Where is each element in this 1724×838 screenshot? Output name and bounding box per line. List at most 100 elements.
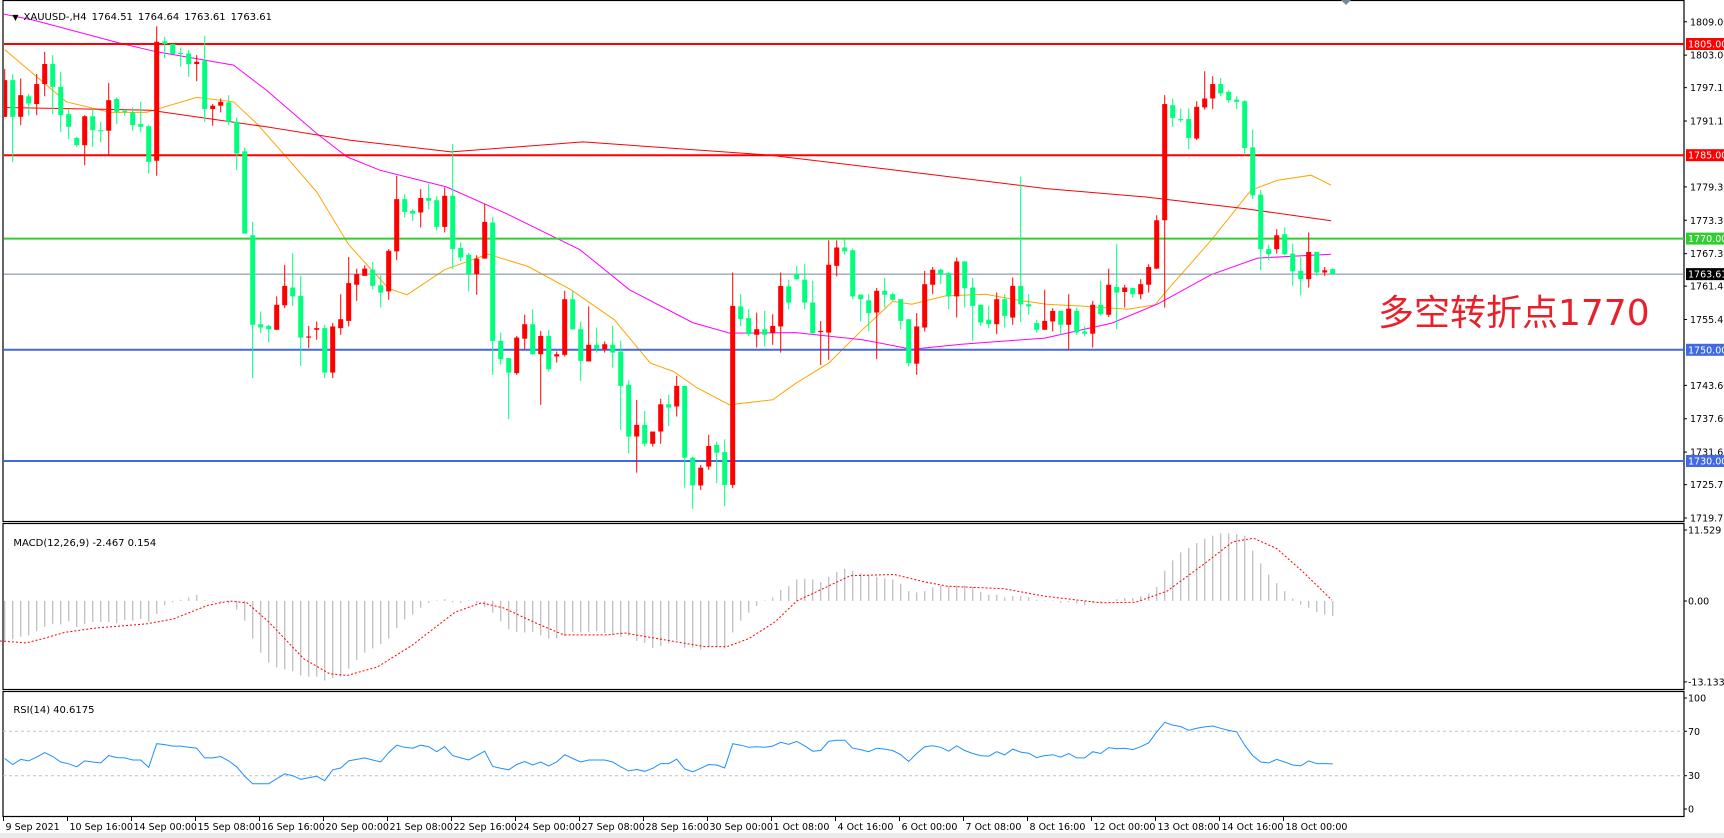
candle-body	[378, 285, 384, 293]
macd-pane[interactable]	[0, 533, 1334, 681]
price-pane[interactable]	[0, 13, 1684, 509]
candle	[730, 272, 736, 489]
price-tick-label: 1743.60	[1690, 381, 1724, 392]
candle	[658, 398, 664, 444]
rsi-line	[4, 721, 1333, 785]
candle-body	[850, 250, 856, 297]
candle-body	[58, 86, 64, 116]
candle-body	[18, 95, 24, 117]
candle-body	[562, 299, 568, 355]
candle	[466, 253, 472, 292]
candle-body	[602, 344, 608, 350]
candle	[754, 312, 760, 348]
candle	[210, 104, 216, 126]
candle-body	[498, 340, 504, 360]
rsi-value: 40.6175	[53, 705, 95, 716]
candle-body	[50, 64, 56, 87]
candle-body	[978, 304, 984, 323]
candle	[1234, 96, 1240, 110]
candle	[1130, 287, 1136, 298]
candle-body	[730, 305, 736, 485]
candle-body	[546, 335, 552, 370]
candle	[202, 35, 208, 122]
candle-body	[170, 44, 176, 55]
candle-body	[250, 235, 256, 325]
macd-signal-line	[0, 537, 1333, 677]
level-price-label: 1785.00	[1688, 151, 1724, 162]
candle-body	[938, 269, 944, 275]
candle	[882, 278, 888, 308]
candle-body	[714, 444, 720, 453]
price-tick-label: 1737.60	[1690, 414, 1724, 425]
level-price-label: 1770.00	[1688, 234, 1724, 245]
candle-body	[418, 198, 424, 213]
candle-body	[882, 290, 888, 295]
candle-body	[666, 404, 672, 408]
candle	[170, 44, 176, 55]
macd-main-value: -2.467	[92, 538, 125, 549]
level-price-label: 1805.00	[1688, 40, 1724, 51]
candle-body	[1130, 288, 1136, 295]
candle	[698, 464, 704, 490]
candle	[1202, 71, 1208, 110]
candle-body	[4, 80, 8, 117]
candle-body	[1106, 284, 1112, 315]
candle-body	[1058, 310, 1064, 325]
candle-body	[114, 99, 120, 112]
candle	[866, 294, 872, 332]
candle-body	[930, 269, 936, 285]
price-tick-label: 1767.30	[1690, 249, 1724, 260]
candle	[234, 117, 240, 171]
candle-body	[762, 329, 768, 335]
time-tick-label: 30 Sep 00:00	[710, 822, 773, 833]
candle	[978, 304, 984, 326]
candle	[1002, 294, 1008, 328]
candle	[898, 299, 904, 330]
candle-body	[426, 198, 432, 201]
candle	[442, 187, 448, 233]
candle	[186, 50, 192, 77]
candle-body	[1138, 284, 1144, 295]
candle	[762, 310, 768, 347]
candle-body	[1066, 308, 1072, 325]
candle-body	[722, 452, 728, 485]
price-tick-label: 1791.15	[1690, 117, 1724, 128]
candle	[434, 195, 440, 231]
candle-body	[858, 294, 864, 300]
rsi-tick-label: 0	[1688, 805, 1694, 816]
candle	[426, 183, 432, 210]
candle	[1146, 264, 1152, 293]
candle	[1058, 310, 1064, 335]
candle	[178, 47, 184, 67]
candle	[1258, 190, 1264, 271]
level-price-label: 1750.00	[1688, 345, 1724, 356]
time-tick-label: 15 Sep 08:00	[198, 822, 261, 833]
candle	[914, 313, 920, 375]
candle-body	[202, 60, 208, 110]
candle	[994, 292, 1000, 335]
bar-low: 1763.61	[184, 12, 226, 23]
candle	[410, 209, 416, 221]
candle-body	[706, 445, 712, 467]
candle-body	[1154, 220, 1160, 269]
triangle-down-icon[interactable]: ▼	[12, 13, 19, 22]
rsi-pane[interactable]	[3, 721, 1684, 785]
chart-shift-marker-icon[interactable]	[1341, 0, 1351, 5]
candle	[1178, 108, 1184, 122]
candle-body	[282, 285, 288, 306]
candle-body	[1090, 304, 1096, 334]
candle-body	[1074, 310, 1080, 333]
candle	[130, 107, 136, 131]
candle-body	[810, 302, 816, 334]
candle	[474, 255, 480, 295]
candle	[418, 189, 424, 228]
candle-body	[1282, 234, 1288, 255]
candle-body	[1274, 235, 1280, 250]
rsi-tick-label: 70	[1688, 727, 1700, 738]
candle	[514, 335, 520, 375]
candle	[290, 253, 296, 306]
candle	[146, 125, 152, 174]
candle	[26, 94, 32, 116]
candle	[818, 320, 824, 365]
